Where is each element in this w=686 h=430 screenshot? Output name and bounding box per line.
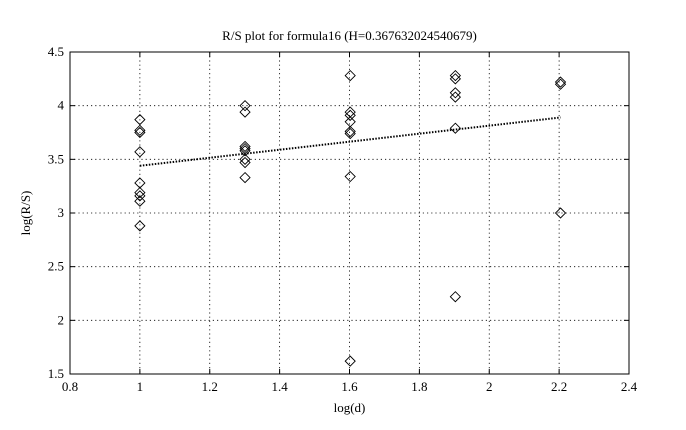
y-tick-label: 4 [58, 98, 65, 113]
data-point-diamond [134, 190, 146, 202]
y-tick-label: 2.5 [48, 259, 64, 274]
y-tick-label: 1.5 [48, 366, 64, 381]
data-point-diamond [344, 127, 356, 140]
data-point-diamond [239, 156, 251, 169]
x-tick-label: 1.6 [341, 379, 358, 394]
data-point-diamond [134, 195, 146, 207]
data-point-diamond [134, 124, 146, 136]
data-point-diamond [134, 220, 146, 232]
data-point-diamond [449, 73, 461, 85]
data-point-diamond [449, 87, 461, 99]
ticks-layer: 0.8 1 1.2 1.4 1.6 1.8 2 2.2 2.4 1.5 2 2.5 3 3.5 4 4.5 [48, 44, 638, 394]
data-point-diamond [134, 146, 146, 158]
x-tick-label: 2.4 [621, 379, 638, 394]
data-point-diamond [554, 76, 567, 88]
points-layer [134, 69, 567, 367]
x-tick-label: 0.8 [62, 379, 78, 394]
data-point-diamond [344, 69, 356, 82]
x-tick-label: 2 [486, 379, 493, 394]
y-axis-label: log(R/S) [18, 191, 33, 236]
data-point-diamond [344, 109, 356, 121]
data-point-diamond [134, 113, 146, 126]
data-point-diamond [134, 126, 146, 139]
x-tick-label: 1.4 [272, 379, 289, 394]
data-point-diamond [239, 145, 251, 157]
data-point-diamond [344, 170, 356, 183]
x-tick-label: 1.8 [411, 379, 427, 394]
chart-title: R/S plot for formula16 (H=0.367632024540… [222, 28, 477, 43]
data-point-diamond [239, 142, 251, 155]
data-point-diamond [449, 69, 461, 82]
data-point-diamond [554, 207, 567, 219]
grid-layer [70, 52, 629, 374]
data-point-diamond [239, 171, 251, 184]
data-point-diamond [239, 106, 251, 118]
x-axis-label: log(d) [334, 400, 366, 415]
data-point-diamond [554, 78, 567, 90]
data-point-diamond [239, 153, 251, 165]
data-point-diamond [134, 186, 146, 199]
x-tick-label: 1.2 [202, 379, 218, 394]
data-point-diamond [449, 122, 461, 134]
data-point-diamond [344, 355, 356, 367]
x-tick-label: 1 [137, 379, 144, 394]
y-tick-label: 3.5 [48, 151, 64, 166]
data-point-diamond [239, 140, 251, 153]
data-point-diamond [239, 100, 251, 112]
y-tick-label: 4.5 [48, 44, 64, 59]
y-tick-label: 3 [58, 205, 65, 220]
x-tick-label: 2.2 [551, 379, 567, 394]
y-tick-label: 2 [58, 312, 65, 327]
data-point-diamond [449, 291, 461, 303]
data-point-diamond [344, 125, 356, 138]
data-point-diamond [449, 91, 461, 103]
